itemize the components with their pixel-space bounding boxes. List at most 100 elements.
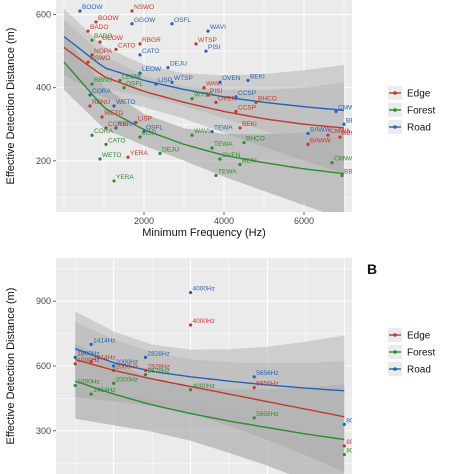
- legend-label-edge: Edge: [407, 89, 431, 100]
- data-point-road: [342, 422, 346, 426]
- data-label-forest: YERA: [116, 174, 134, 181]
- data-point-forest: [90, 38, 94, 42]
- legend-key-point: [393, 350, 397, 354]
- data-point-forest: [342, 452, 346, 457]
- data-label-forest: 1414Hz: [93, 387, 115, 394]
- data-label-forest: WETO: [102, 152, 121, 159]
- data-point-road: [138, 53, 142, 57]
- fit-line-forest: [74, 380, 345, 441]
- data-label-edge: CMWA: [330, 128, 351, 135]
- data-point-edge: [89, 360, 93, 364]
- data-point-forest: [242, 140, 246, 145]
- data-label-road: LEOW: [142, 66, 162, 73]
- data-label-forest: 5656Hz: [256, 411, 278, 418]
- data-point-edge: [342, 444, 346, 448]
- legend-label-road: Road: [407, 365, 431, 376]
- data-label-edge: NSWO: [134, 4, 154, 11]
- data-point-road: [142, 129, 146, 134]
- data-label-road: 4000Hz: [193, 286, 215, 293]
- legend-label-road: Road: [407, 123, 431, 134]
- confidence-band-road: [64, 8, 344, 156]
- data-point-road: [89, 342, 93, 346]
- data-label-edge: 1000Hz: [77, 357, 99, 364]
- data-point-road: [138, 71, 142, 75]
- data-label-edge: BAWW: [310, 137, 332, 144]
- data-point-edge: [114, 47, 118, 51]
- data-point-forest: [252, 416, 256, 420]
- data-point-edge: [143, 368, 148, 372]
- data-point-edge: [130, 9, 134, 13]
- data-point-road: [206, 29, 210, 33]
- data-point-edge: [98, 40, 102, 44]
- data-label-road: 1800Hz: [77, 350, 99, 357]
- panel-letter: B: [367, 261, 377, 277]
- data-label-road: TEWA: [214, 125, 233, 132]
- y-tick-label: 300: [36, 426, 51, 436]
- data-label-forest: BADO: [94, 33, 112, 40]
- data-point-edge: [90, 53, 94, 57]
- data-label-forest: DEJU: [162, 147, 179, 154]
- data-label-road: WETO: [116, 99, 135, 106]
- data-point-edge: [138, 42, 142, 46]
- data-point-road: [334, 109, 338, 114]
- data-point-forest: [214, 173, 218, 178]
- y-axis-title: Effective Detection Distance (m): [5, 288, 17, 445]
- data-label-road: 1414Hz: [93, 337, 115, 344]
- data-point-forest: [118, 78, 122, 83]
- data-point-road: [234, 95, 238, 99]
- data-point-edge: [234, 109, 238, 114]
- fit-line-forest: [63, 61, 345, 175]
- data-point-road: [246, 78, 250, 83]
- data-label-road: LISP: [158, 77, 172, 84]
- data-point-forest: [238, 162, 242, 167]
- data-label-edge: CORA: [108, 121, 127, 128]
- y-tick-label: 200: [36, 156, 51, 166]
- data-label-edge: BBWA: [342, 130, 362, 137]
- legend-key-point: [393, 91, 397, 95]
- data-point-edge: [252, 386, 256, 390]
- data-label-edge: NSWO: [90, 55, 110, 62]
- data-point-road: [204, 49, 208, 53]
- y-tick-label: 400: [36, 83, 51, 93]
- data-label-forest: BBWA: [344, 168, 364, 175]
- data-label-forest: TEWA: [218, 168, 237, 175]
- data-label-road: WTSP: [174, 75, 193, 82]
- data-point-road: [154, 82, 158, 86]
- data-label-edge: BADO: [90, 24, 108, 31]
- data-point-forest: [330, 161, 334, 165]
- data-label-edge: 2000Hz: [116, 363, 138, 370]
- data-label-road: PISI: [208, 44, 220, 51]
- data-label-edge: LISP: [138, 115, 152, 122]
- data-point-road: [88, 93, 92, 97]
- data-label-road: BOOW: [82, 4, 103, 11]
- data-label-edge: RBNU: [92, 99, 111, 106]
- data-label-forest: CORA: [94, 128, 113, 135]
- data-point-forest: [112, 381, 116, 385]
- y-tick-label: 600: [36, 361, 51, 371]
- legend-key-point: [393, 108, 397, 112]
- data-point-road: [170, 80, 174, 84]
- data-label-edge: CATO: [118, 42, 135, 49]
- data-point-road: [112, 104, 116, 108]
- data-point-edge: [86, 29, 90, 33]
- data-point-road: [73, 355, 77, 359]
- data-label-forest: 2000Hz: [116, 376, 138, 383]
- data-label-road: YERA: [118, 121, 136, 128]
- data-label-edge: 4000Hz: [193, 318, 215, 325]
- data-label-edge: RBGR: [142, 37, 161, 44]
- data-label-road: CORA: [92, 88, 111, 95]
- data-label-edge: OVEN: [218, 95, 237, 102]
- data-point-road: [218, 80, 222, 84]
- data-point-forest: [190, 97, 194, 101]
- data-label-edge: 5656Hz: [256, 381, 278, 388]
- legend: Edge Forest Road: [388, 328, 436, 376]
- x-tick-label: 6000: [294, 216, 314, 226]
- data-point-forest: [90, 82, 94, 86]
- data-label-forest: BHCO: [246, 136, 265, 143]
- data-label-forest: RBNU: [94, 77, 113, 84]
- data-label-road: 2000Hz: [116, 359, 138, 366]
- data-point-road: [166, 66, 170, 70]
- data-label-road: CCSP: [238, 90, 256, 97]
